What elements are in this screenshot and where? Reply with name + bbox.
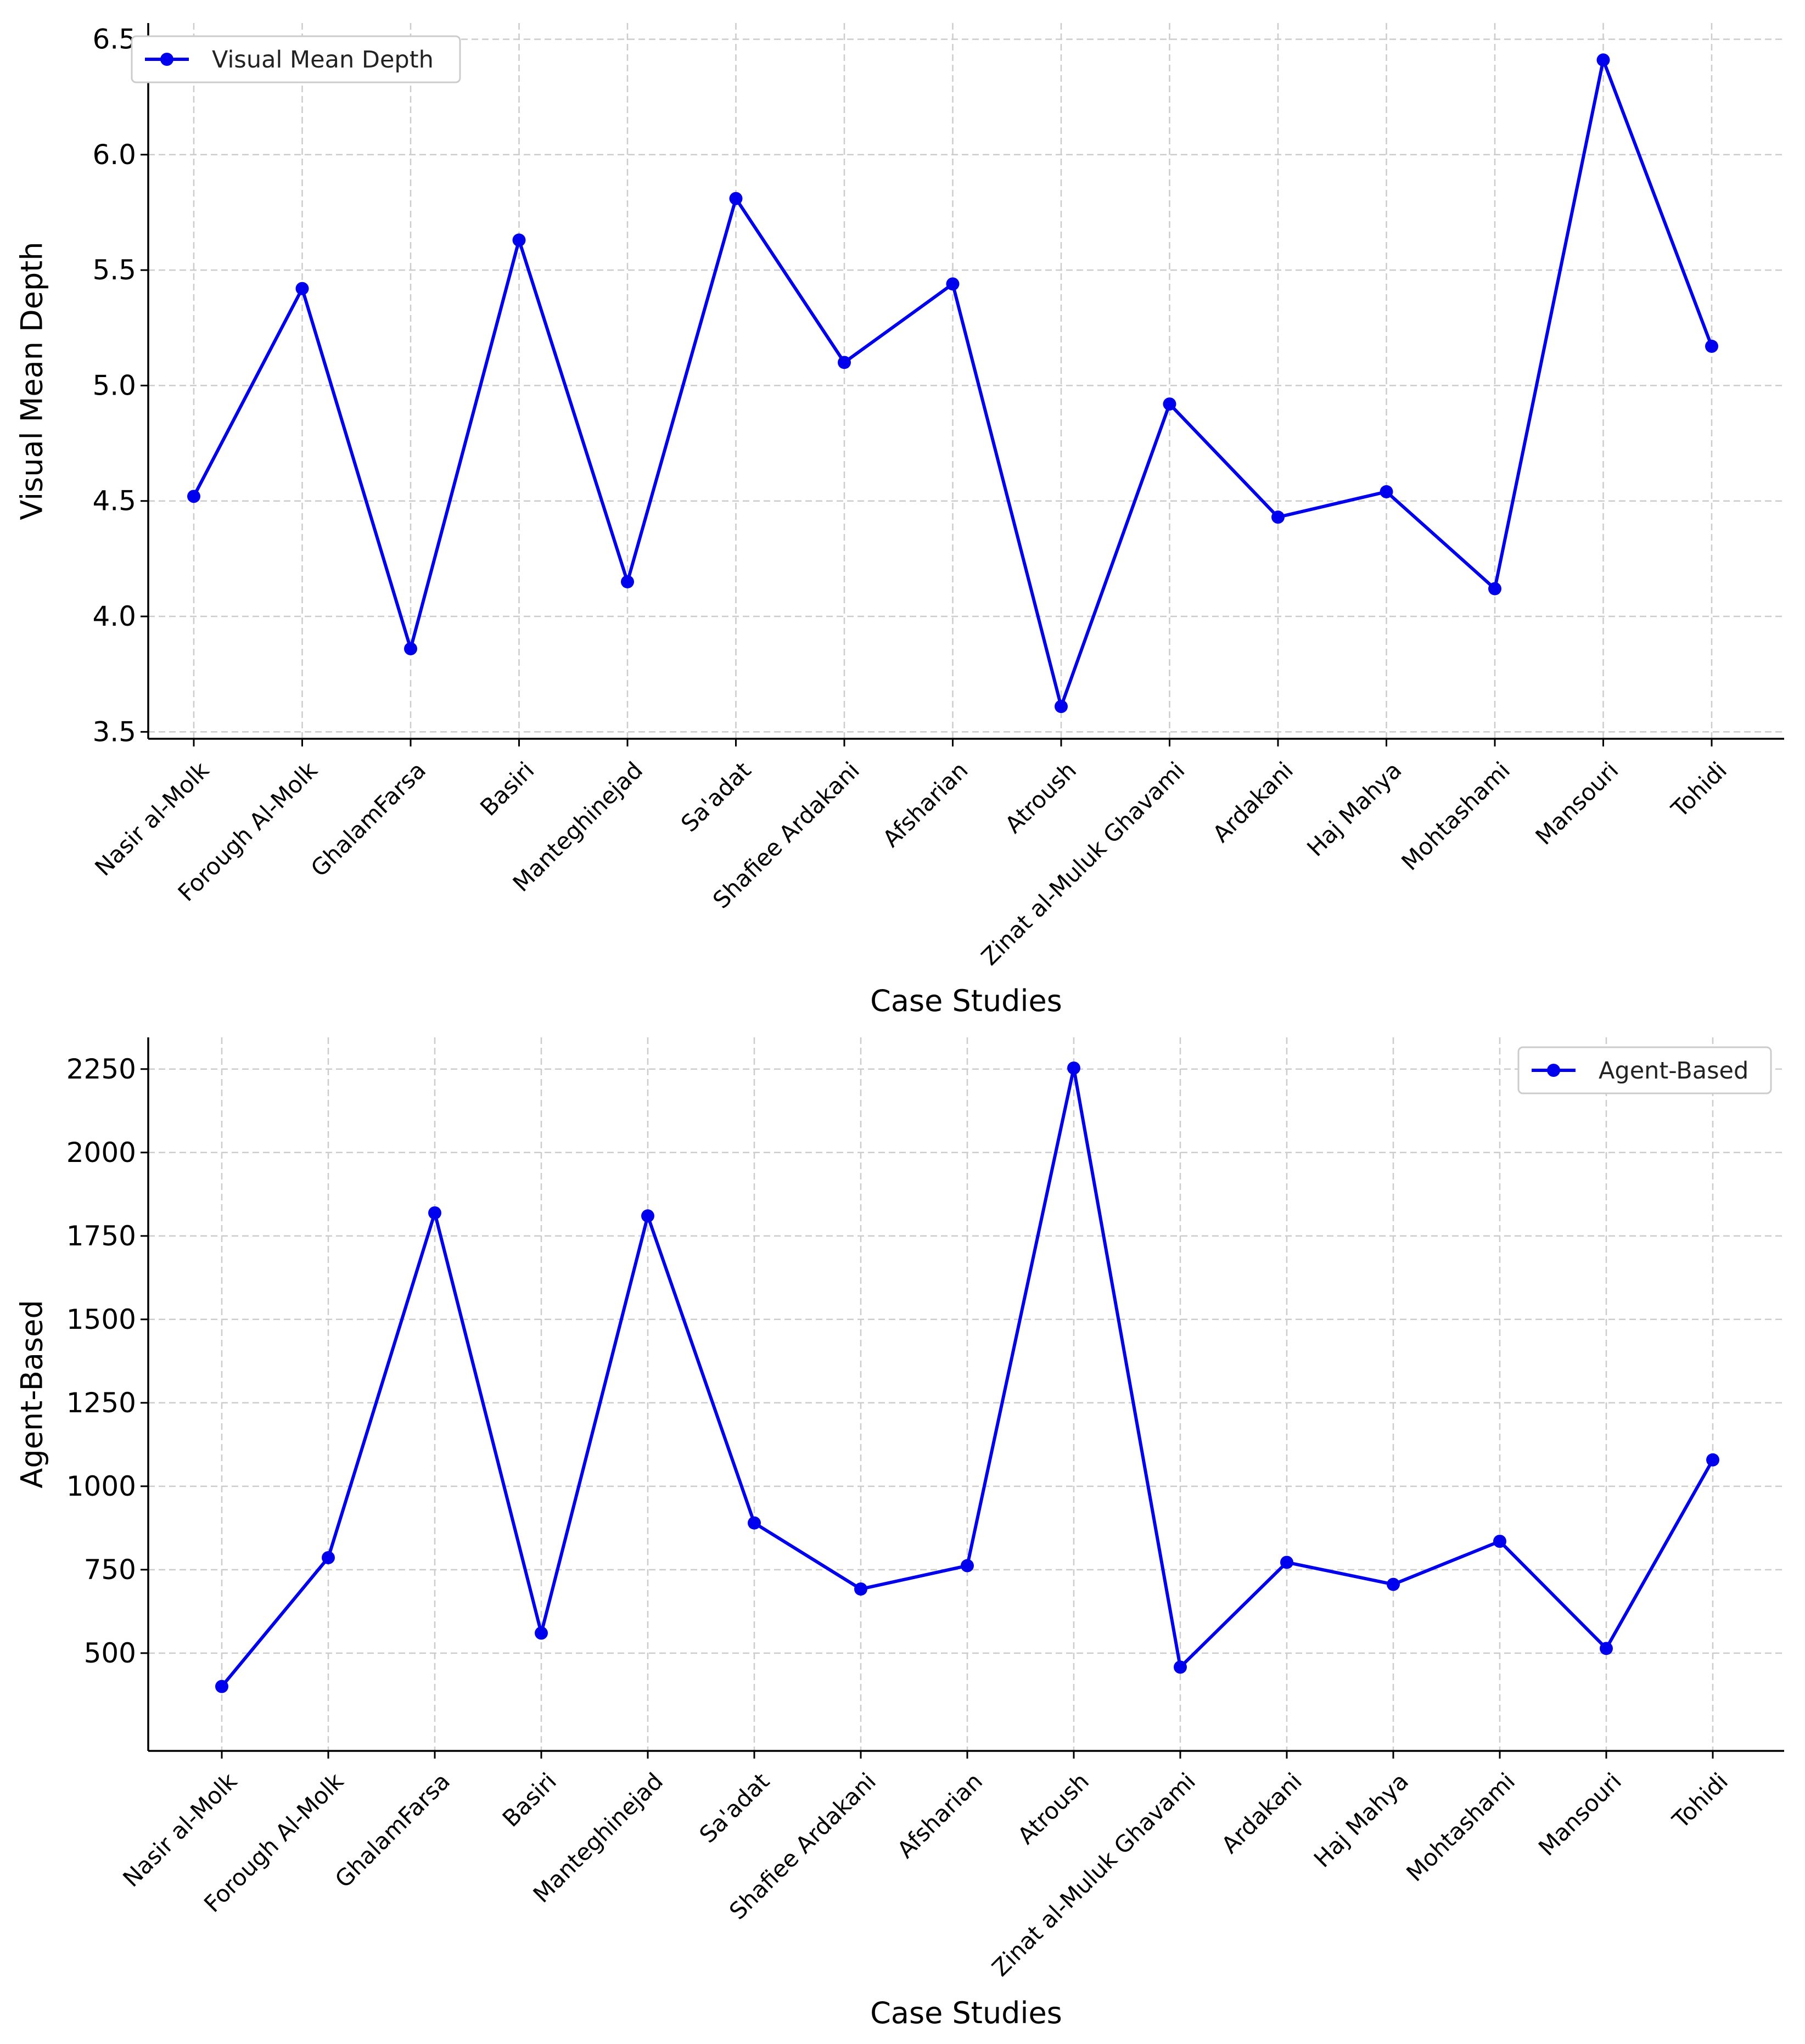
data-point-atroush — [1067, 1061, 1080, 1075]
data-point-sa-adat — [748, 1516, 761, 1530]
y-tick-label: 2250 — [66, 1053, 136, 1085]
data-point-sa-adat — [729, 192, 743, 205]
data-point-nasir-al-molk — [215, 1680, 228, 1693]
data-point-tohidi — [1706, 1453, 1719, 1467]
x-axis-title: Case Studies — [870, 1996, 1062, 2030]
legend-marker-swatch — [160, 53, 173, 66]
data-point-zinat-al-muluk-ghavami — [1163, 397, 1176, 411]
y-tick-label: 4.0 — [92, 600, 136, 632]
data-point-haj-mahya — [1380, 485, 1393, 498]
data-point-basiri — [512, 233, 526, 247]
data-point-ardakani — [1271, 510, 1285, 524]
y-tick-label: 4.5 — [92, 485, 136, 517]
data-point-manteghinejad — [641, 1209, 654, 1223]
legend-box — [131, 35, 461, 83]
data-point-mansouri — [1596, 53, 1610, 67]
y-tick-label: 1500 — [66, 1304, 136, 1335]
data-point-shafiee-ardakani — [838, 356, 851, 369]
data-point-shafiee-ardakani — [854, 1582, 867, 1596]
data-point-forough-al-molk — [295, 282, 309, 295]
data-point-ghalamfarsa — [404, 642, 417, 655]
y-tick-label: 1250 — [66, 1387, 136, 1419]
data-point-ghalamfarsa — [428, 1206, 441, 1220]
legend-box — [1517, 1046, 1772, 1094]
y-tick-label: 6.0 — [92, 139, 136, 171]
y-axis-title: Agent-Based — [15, 1300, 49, 1488]
data-point-forough-al-molk — [322, 1551, 335, 1564]
y-tick-label: 2000 — [66, 1137, 136, 1169]
data-point-zinat-al-muluk-ghavami — [1174, 1660, 1187, 1674]
y-tick-label: 750 — [84, 1554, 136, 1586]
data-point-basiri — [535, 1626, 548, 1640]
y-tick-label: 1000 — [66, 1470, 136, 1502]
y-axis-title: Visual Mean Depth — [15, 242, 49, 520]
data-point-haj-mahya — [1387, 1577, 1400, 1591]
data-point-atroush — [1055, 700, 1068, 714]
y-tick-label: 3.5 — [92, 716, 136, 748]
y-tick-label: 500 — [84, 1637, 136, 1669]
data-point-manteghinejad — [621, 575, 634, 588]
data-point-afsharian — [946, 277, 960, 291]
x-axis-title: Case Studies — [870, 984, 1062, 1018]
data-point-mohtashami — [1493, 1535, 1506, 1548]
data-point-ardakani — [1280, 1556, 1293, 1569]
y-tick-label: 5.5 — [92, 254, 136, 286]
legend-label: Visual Mean Depth — [212, 46, 434, 74]
data-point-tohidi — [1705, 339, 1718, 353]
y-tick-label: 5.0 — [92, 369, 136, 401]
y-tick-label: 6.5 — [92, 23, 136, 55]
data-point-afsharian — [961, 1559, 974, 1573]
y-tick-label: 1750 — [66, 1220, 136, 1252]
legend-label: Agent-Based — [1599, 1057, 1748, 1085]
data-point-mansouri — [1600, 1642, 1613, 1655]
data-point-nasir-al-molk — [187, 490, 200, 503]
data-point-mohtashami — [1488, 582, 1501, 596]
legend-marker-swatch — [1547, 1064, 1560, 1077]
